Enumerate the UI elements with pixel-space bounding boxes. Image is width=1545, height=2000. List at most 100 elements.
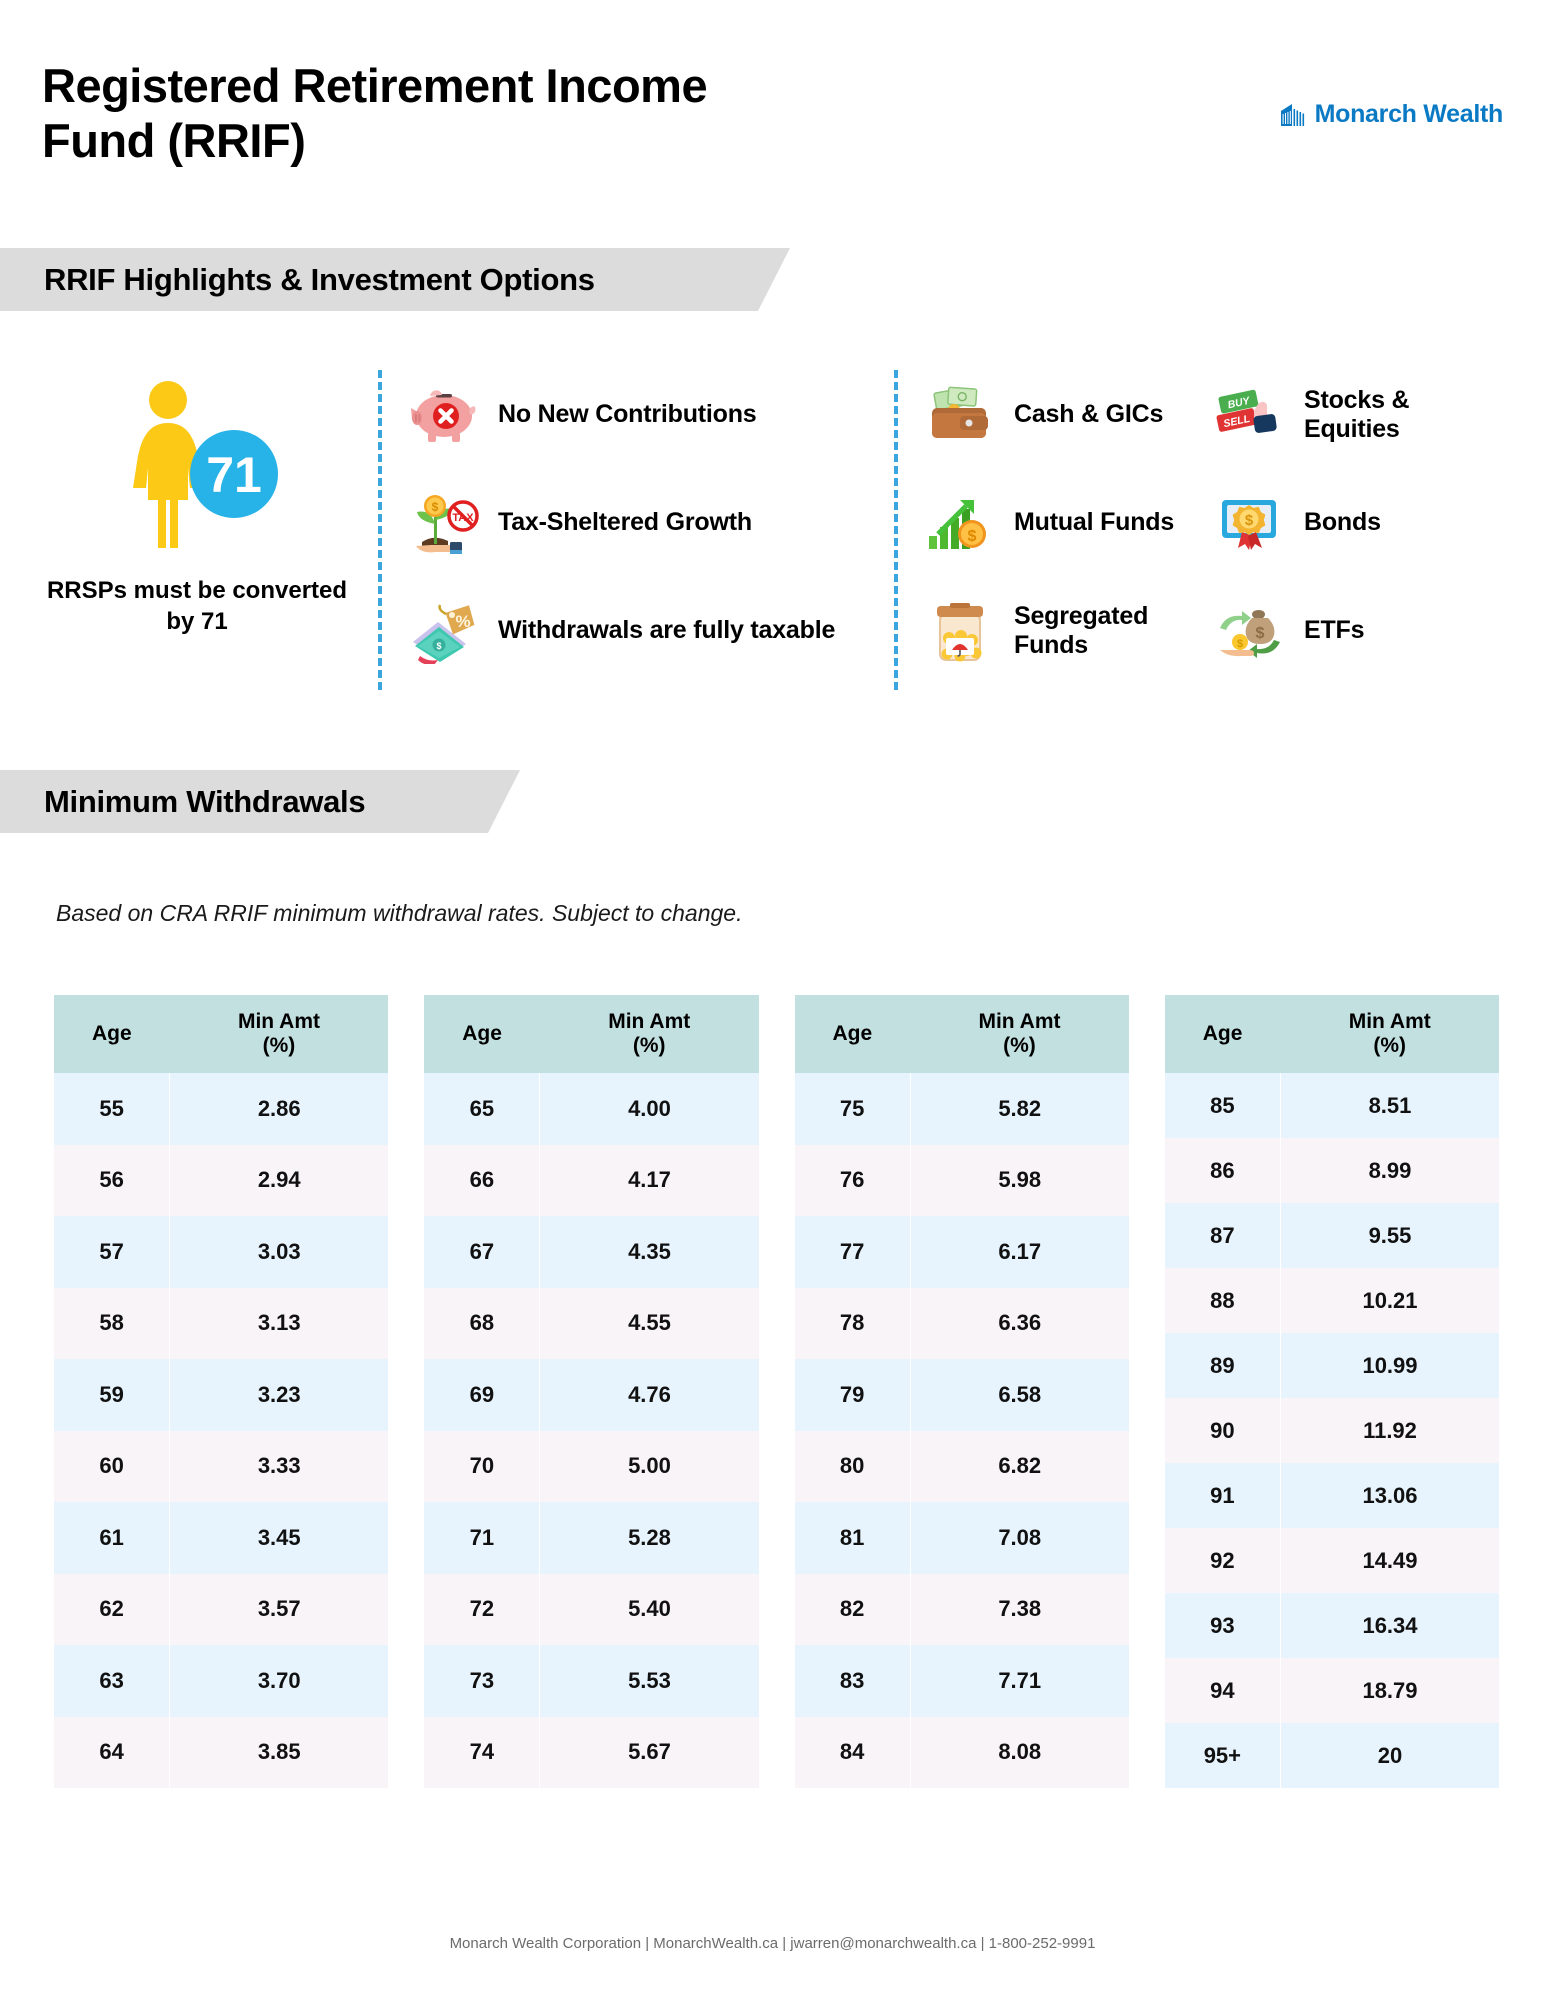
table-row: 63 3.70 — [54, 1645, 389, 1717]
cell-pct: 10.21 — [1280, 1268, 1499, 1333]
table-row: 88 10.21 — [1164, 1268, 1499, 1333]
table-header-row: Age Min Amt (%) — [54, 995, 389, 1073]
col-header-amount-text: Min Amt — [237, 1010, 320, 1034]
col-header-age: Age — [794, 995, 911, 1073]
cell-pct: 3.85 — [169, 1716, 389, 1788]
cell-age: 86 — [1164, 1138, 1281, 1203]
cell-pct: 10.99 — [1280, 1333, 1499, 1398]
table-row: 83 7.71 — [794, 1645, 1129, 1717]
table-row: 56 2.94 — [54, 1144, 389, 1216]
cell-pct: 3.33 — [169, 1430, 389, 1502]
cell-age: 57 — [54, 1216, 171, 1288]
cell-pct: 3.03 — [169, 1216, 389, 1288]
cell-pct: 6.82 — [910, 1430, 1129, 1502]
cell-age: 63 — [54, 1645, 171, 1717]
cell-pct: 4.17 — [539, 1144, 759, 1216]
cell-age: 74 — [424, 1716, 541, 1788]
col-header-amount: Min Amt (%) — [1280, 995, 1499, 1073]
cell-pct: 7.08 — [910, 1502, 1129, 1574]
brand-logo: Monarch Wealth — [1280, 100, 1503, 129]
svg-text:$: $ — [1245, 512, 1254, 529]
cell-pct: 8.08 — [910, 1716, 1129, 1788]
table-row: 95+ 20 — [1164, 1723, 1499, 1788]
withdrawal-table-2: Age Min Amt (%) 65 4.00 66 4.17 67 4.35 68 4… — [424, 995, 759, 1788]
cell-pct: 3.57 — [169, 1573, 389, 1645]
table-row: 92 14.49 — [1164, 1528, 1499, 1593]
cell-age: 66 — [424, 1144, 541, 1216]
cell-pct: 16.34 — [1280, 1593, 1499, 1658]
cell-pct: 6.17 — [910, 1216, 1129, 1288]
svg-text:%: % — [455, 612, 470, 631]
cell-age: 61 — [54, 1502, 171, 1574]
cell-pct: 5.53 — [539, 1645, 759, 1717]
table-row: 60 3.33 — [54, 1430, 389, 1502]
col-header-amount-unit: (%) — [632, 1034, 666, 1057]
cell-age: 82 — [794, 1573, 911, 1645]
table-row: 78 6.36 — [794, 1287, 1129, 1359]
table-row: 65 4.00 — [424, 1073, 759, 1145]
table-row: 71 5.28 — [424, 1502, 759, 1574]
feature-label: Withdrawals are fully taxable — [498, 616, 836, 645]
cell-age: 62 — [54, 1573, 171, 1645]
cell-age: 94 — [1164, 1658, 1281, 1723]
investment-label: Cash & GICs — [1014, 400, 1164, 429]
cell-age: 79 — [794, 1359, 911, 1431]
investment-stocks-equities: BUY SELL Stocks & Equities — [1214, 376, 1494, 454]
table-row: 64 3.85 — [54, 1716, 389, 1788]
table-row: 77 6.17 — [794, 1216, 1129, 1288]
col-header-amount-unit: (%) — [262, 1034, 296, 1057]
cell-age: 75 — [794, 1073, 911, 1145]
cell-pct: 4.55 — [539, 1287, 759, 1359]
cell-age: 71 — [424, 1502, 541, 1574]
cell-pct: 5.00 — [539, 1430, 759, 1502]
table-row: 81 7.08 — [794, 1502, 1129, 1574]
table-row: 80 6.82 — [794, 1430, 1129, 1502]
withdrawal-table-1: Age Min Amt (%) 55 2.86 56 2.94 57 3.03 58 3… — [54, 995, 389, 1788]
section-title-minimum-withdrawals: Minimum Withdrawals — [44, 783, 366, 819]
investment-label: Bonds — [1304, 508, 1381, 537]
cell-age: 58 — [54, 1287, 171, 1359]
cell-age: 70 — [424, 1430, 541, 1502]
svg-text:$: $ — [432, 500, 439, 514]
cell-age: 80 — [794, 1430, 911, 1502]
investment-label: Mutual Funds — [1014, 508, 1175, 537]
section-band-minimum-withdrawals: Minimum Withdrawals — [0, 770, 520, 833]
table-row: 79 6.58 — [794, 1359, 1129, 1431]
cell-age: 72 — [424, 1573, 541, 1645]
cell-age: 89 — [1164, 1333, 1281, 1398]
age-caption: RRSPs must be converted by 71 — [46, 577, 348, 636]
plant-no-tax-icon: $ TAX — [408, 490, 480, 556]
cell-age: 65 — [424, 1073, 541, 1145]
table-row: 59 3.23 — [54, 1359, 389, 1431]
page-title: Registered Retirement Income Fund (RRIF) — [42, 59, 708, 168]
cell-age: 67 — [424, 1216, 541, 1288]
buy-sell-cards-icon: BUY SELL — [1214, 382, 1286, 448]
cell-pct: 13.06 — [1280, 1463, 1499, 1528]
investment-etfs: $ $ ETFs — [1214, 592, 1494, 670]
svg-text:SELL: SELL — [1222, 413, 1251, 430]
withdrawal-table-3: Age Min Amt (%) 75 5.82 76 5.98 77 6.17 78 6… — [794, 995, 1129, 1788]
table-header-row: Age Min Amt (%) — [794, 995, 1129, 1073]
investment-label: ETFs — [1304, 616, 1365, 645]
col-header-amount-text: Min Amt — [978, 1010, 1061, 1034]
cell-pct: 5.28 — [539, 1502, 759, 1574]
rules-column: No New Contributions $ — [408, 370, 868, 670]
feature-no-new-contributions: No New Contributions — [408, 376, 868, 454]
cell-age: 90 — [1164, 1398, 1281, 1463]
cell-age: 85 — [1164, 1073, 1281, 1138]
table-row: 86 8.99 — [1164, 1138, 1499, 1203]
cell-age: 92 — [1164, 1528, 1281, 1593]
investment-mutual-funds: $ Mutual Funds — [924, 484, 1214, 562]
col-header-amount: Min Amt (%) — [169, 995, 389, 1073]
cell-pct: 11.92 — [1280, 1398, 1499, 1463]
table-row: 66 4.17 — [424, 1144, 759, 1216]
cell-pct: 3.45 — [169, 1502, 389, 1574]
growth-chart-coin-icon: $ — [924, 490, 996, 556]
figure-wrap: 71 — [112, 378, 282, 553]
svg-text:BUY: BUY — [1227, 395, 1252, 412]
cell-pct: 3.13 — [169, 1287, 389, 1359]
cell-pct: 8.51 — [1280, 1073, 1499, 1138]
table-row: 75 5.82 — [794, 1073, 1129, 1145]
col-header-age: Age — [54, 995, 170, 1073]
cell-pct: 2.86 — [169, 1073, 389, 1145]
